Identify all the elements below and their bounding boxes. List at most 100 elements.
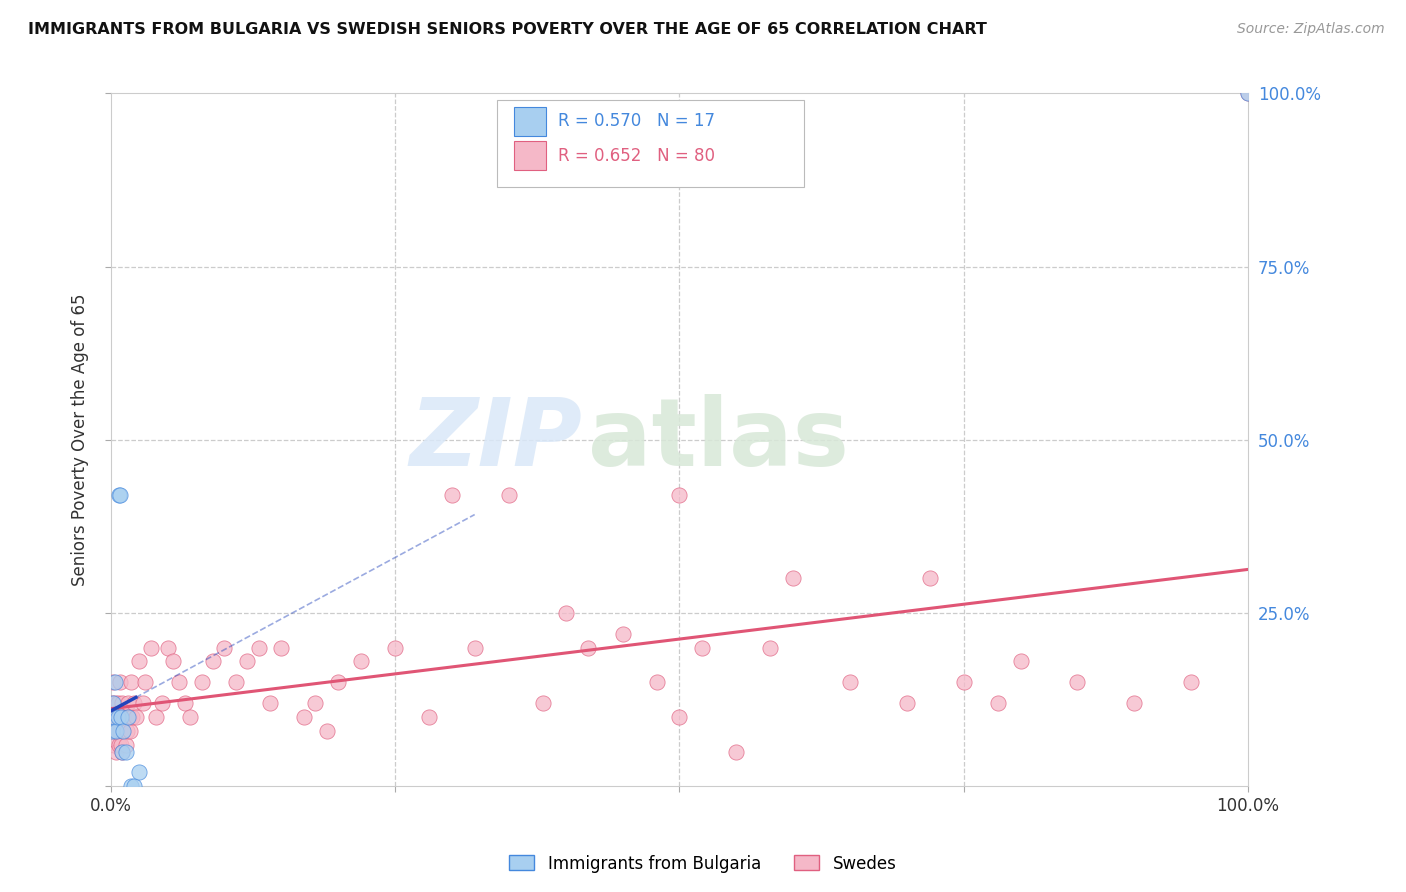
Point <box>156 640 179 655</box>
Point <box>107 696 129 710</box>
Point <box>101 723 124 738</box>
Point <box>101 675 124 690</box>
Point <box>350 655 373 669</box>
Point <box>759 640 782 655</box>
Text: R = 0.652   N = 80: R = 0.652 N = 80 <box>558 146 714 165</box>
Point <box>101 723 124 738</box>
Point <box>1066 675 1088 690</box>
Point <box>108 675 131 690</box>
Point <box>418 710 440 724</box>
Point <box>112 710 135 724</box>
Point <box>110 710 132 724</box>
Point <box>236 655 259 669</box>
Text: Source: ZipAtlas.com: Source: ZipAtlas.com <box>1237 22 1385 37</box>
Point <box>139 640 162 655</box>
Point <box>328 675 350 690</box>
Point <box>122 779 145 793</box>
Point <box>108 488 131 502</box>
Point <box>202 655 225 669</box>
Point <box>104 696 127 710</box>
Point <box>782 571 804 585</box>
Point <box>120 675 142 690</box>
Point <box>384 640 406 655</box>
Point <box>952 675 974 690</box>
Point <box>1237 87 1260 101</box>
Point <box>101 696 124 710</box>
Point <box>612 626 634 640</box>
Point <box>111 696 134 710</box>
Point <box>125 710 148 724</box>
Point <box>131 696 153 710</box>
Point <box>118 710 141 724</box>
Point <box>1123 696 1146 710</box>
Point <box>107 710 129 724</box>
Point <box>107 488 129 502</box>
Point <box>104 723 127 738</box>
Point <box>114 744 136 758</box>
Point <box>270 640 292 655</box>
Point <box>167 675 190 690</box>
Point <box>110 738 132 752</box>
Point <box>179 710 201 724</box>
Point <box>111 744 134 758</box>
Point <box>668 488 690 502</box>
Point <box>108 723 131 738</box>
Point <box>304 696 326 710</box>
Point <box>1237 87 1260 101</box>
Point <box>104 675 127 690</box>
FancyBboxPatch shape <box>515 141 547 170</box>
Point <box>117 710 139 724</box>
Point <box>554 606 576 620</box>
Point <box>128 655 150 669</box>
Point <box>259 696 281 710</box>
Point <box>498 488 520 502</box>
Point <box>668 710 690 724</box>
Point <box>247 640 270 655</box>
Point <box>112 723 135 738</box>
Point <box>645 675 668 690</box>
Point <box>839 675 862 690</box>
Point <box>190 675 212 690</box>
Point <box>103 710 125 724</box>
Point <box>987 696 1010 710</box>
Point <box>105 723 128 738</box>
Point <box>120 779 142 793</box>
Point <box>292 710 315 724</box>
Point <box>111 744 134 758</box>
Y-axis label: Seniors Poverty Over the Age of 65: Seniors Poverty Over the Age of 65 <box>72 293 89 586</box>
Point <box>576 640 599 655</box>
Point <box>114 738 136 752</box>
Point <box>107 738 129 752</box>
Point <box>464 640 486 655</box>
Point <box>107 710 129 724</box>
Text: R = 0.570   N = 17: R = 0.570 N = 17 <box>558 112 714 130</box>
Point <box>440 488 463 502</box>
Point <box>103 710 125 724</box>
Point <box>725 744 748 758</box>
Point <box>225 675 247 690</box>
Point <box>103 738 125 752</box>
Text: ZIP: ZIP <box>409 393 582 486</box>
Point <box>121 710 143 724</box>
Point <box>117 696 139 710</box>
Point <box>690 640 713 655</box>
Text: IMMIGRANTS FROM BULGARIA VS SWEDISH SENIORS POVERTY OVER THE AGE OF 65 CORRELATI: IMMIGRANTS FROM BULGARIA VS SWEDISH SENI… <box>28 22 987 37</box>
FancyBboxPatch shape <box>498 100 804 187</box>
Point <box>105 744 128 758</box>
Point <box>101 696 124 710</box>
Point <box>145 710 167 724</box>
Point <box>105 710 128 724</box>
Legend: Immigrants from Bulgaria, Swedes: Immigrants from Bulgaria, Swedes <box>503 848 903 880</box>
Point <box>1180 675 1202 690</box>
Point <box>115 723 138 738</box>
Point <box>128 765 150 780</box>
Point <box>162 655 184 669</box>
Point <box>531 696 554 710</box>
Point <box>214 640 236 655</box>
Point <box>110 710 132 724</box>
Point <box>896 696 918 710</box>
Point <box>918 571 941 585</box>
Point <box>112 723 135 738</box>
Point <box>150 696 173 710</box>
Point <box>120 723 142 738</box>
